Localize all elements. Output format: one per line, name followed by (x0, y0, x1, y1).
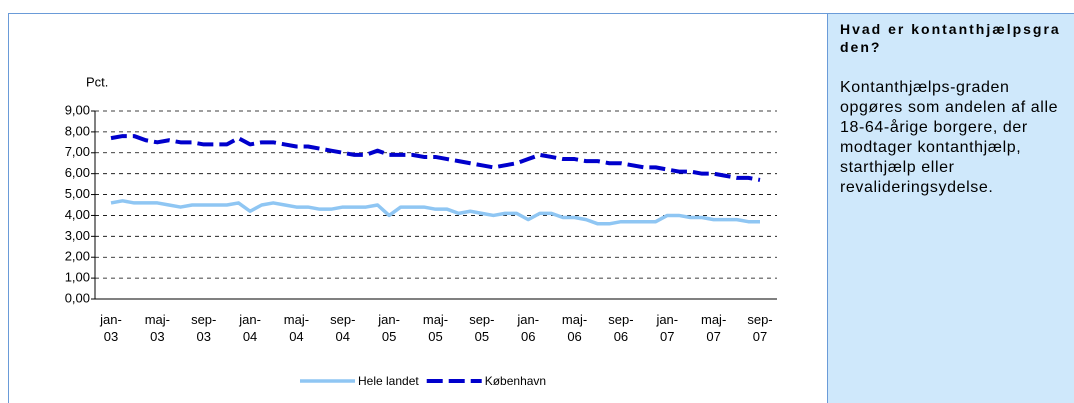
y-tick-label: 2,00 (65, 249, 90, 264)
x-tick-label: jan- 03 (99, 312, 122, 344)
x-tick-label-part: 05 (428, 329, 442, 344)
x-tick-label-part: sep- (191, 312, 216, 327)
x-tick-label-part: sep- (747, 312, 772, 327)
x-tick-label: maj- 03 (145, 312, 170, 344)
y-tick-label: 7,00 (65, 144, 90, 159)
x-tick-label-part: 06 (614, 329, 628, 344)
x-tick-label-part: 07 (753, 329, 767, 344)
x-tick-label: sep- 05 (469, 312, 494, 344)
x-tick-label-part: 03 (104, 329, 118, 344)
y-tick-label: 3,00 (65, 228, 90, 243)
x-tick-label: sep- 07 (747, 312, 772, 344)
x-tick-label-part: maj- (145, 312, 170, 327)
x-tick-label-part: maj- (562, 312, 587, 327)
x-tick-label-part: sep- (330, 312, 355, 327)
legend-label: København (485, 374, 546, 388)
series-line (110, 199, 760, 226)
x-tick-label-part: jan- (238, 312, 261, 327)
x-tick-label-part: sep- (469, 312, 494, 327)
legend-label: Hele landet (358, 374, 419, 388)
x-tick-label: maj- 07 (701, 312, 726, 344)
sidebar-heading: Hvad er kontanthjælpsgraden? (840, 21, 1061, 55)
x-tick-label-part: 04 (289, 329, 303, 344)
x-tick-label-part: maj- (701, 312, 726, 327)
x-tick-label-part: 05 (475, 329, 489, 344)
x-tick-label-part: 07 (660, 329, 674, 344)
y-tick-label: 0,00 (65, 290, 90, 305)
y-tick-label: 6,00 (65, 165, 90, 180)
y-tick-label: 9,00 (65, 102, 90, 117)
x-tick-label: sep- 04 (330, 312, 355, 344)
x-tick-label-part: 03 (196, 329, 210, 344)
y-tick-label: 5,00 (65, 186, 90, 201)
x-tick-label-part: 07 (706, 329, 720, 344)
x-tick-label: maj- 04 (284, 312, 309, 344)
series-line (110, 134, 761, 182)
y-tick-label: 8,00 (65, 123, 90, 138)
x-tick-label-part: jan- (655, 312, 678, 327)
x-tick-label: maj- 05 (423, 312, 448, 344)
x-tick-label: jan- 07 (655, 312, 678, 344)
x-tick-label-part: jan- (377, 312, 400, 327)
x-tick-label-part: 04 (243, 329, 257, 344)
y-tick-label: 4,00 (65, 207, 90, 222)
y-tick-label: 1,00 (65, 270, 90, 285)
x-tick-label-part: maj- (284, 312, 309, 327)
x-tick-label-part: jan- (99, 312, 122, 327)
x-tick-label-part: 03 (150, 329, 164, 344)
x-tick-label-part: sep- (608, 312, 633, 327)
sidebar-text: Kontanthjælps-graden opgøres som andelen… (840, 79, 1059, 196)
y-axis-label: Pct. (86, 74, 108, 89)
x-tick-label-part: 05 (382, 329, 396, 344)
chart-frame (8, 13, 827, 403)
x-tick-label-part: maj- (423, 312, 448, 327)
x-tick-label: sep- 03 (191, 312, 216, 344)
chart: Pct. 0,00 1,00 2,00 3,00 4,00 5,00 6,00 7,00 8,0… (65, 74, 777, 388)
x-tick-label-part: 06 (521, 329, 535, 344)
x-tick-label: jan- 05 (377, 312, 400, 344)
sidebar: Hvad er kontanthjælpsgraden? Kontanthjæl… (827, 13, 1074, 403)
x-tick-label: jan- 06 (516, 312, 539, 344)
x-tick-label-part: jan- (516, 312, 539, 327)
x-tick-label-part: 04 (336, 329, 350, 344)
x-tick-label: sep- 06 (608, 312, 633, 344)
x-tick-label: jan- 04 (238, 312, 261, 344)
x-tick-label: maj- 06 (562, 312, 587, 344)
x-tick-label-part: 06 (567, 329, 581, 344)
